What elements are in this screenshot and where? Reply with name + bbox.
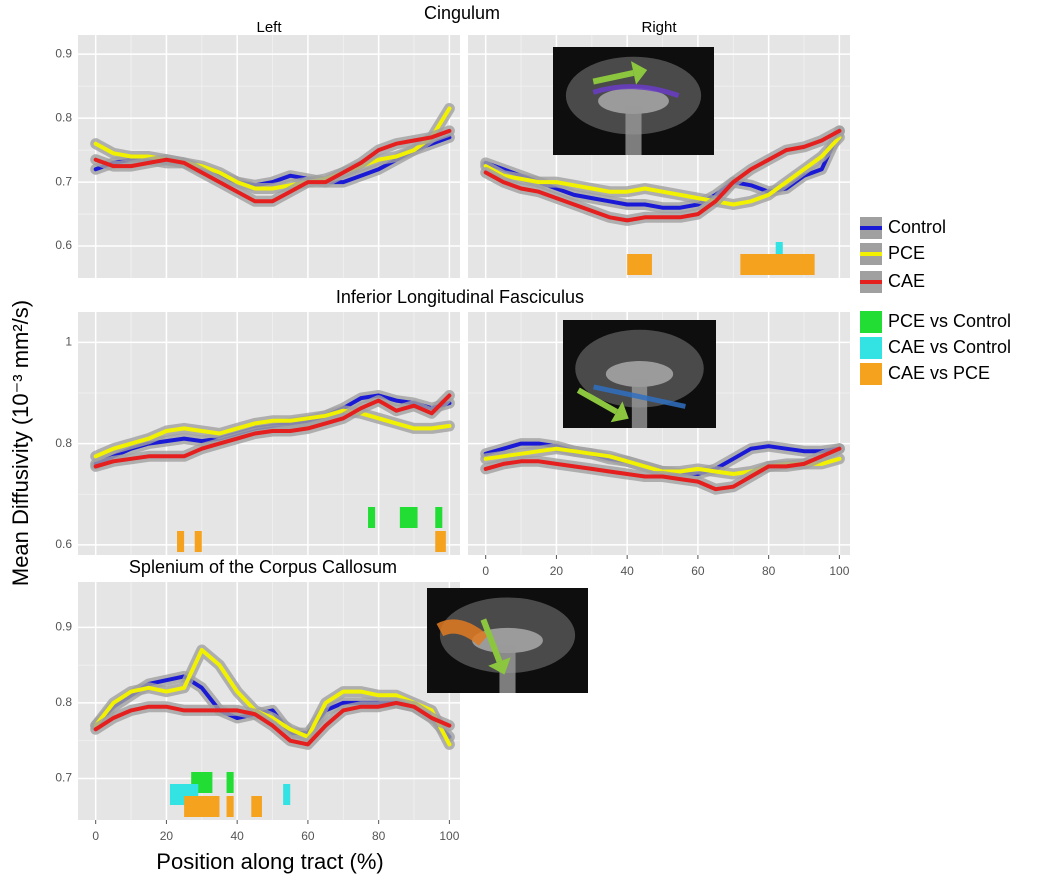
x-tick-label: 40 xyxy=(230,829,244,843)
legend-label: CAE vs Control xyxy=(888,337,1011,357)
series-line xyxy=(93,393,452,469)
y-axis-label: Mean Diffusivity (10⁻³ mm²/s) xyxy=(8,300,33,586)
significance-bar xyxy=(435,531,446,552)
x-tick-label: 80 xyxy=(372,829,386,843)
x-tick-label: 60 xyxy=(691,564,705,578)
y-tick-label: 0.7 xyxy=(55,174,72,188)
row-title: Splenium of the Corpus Callosum xyxy=(129,557,397,577)
x-tick-label: 0 xyxy=(92,829,99,843)
y-tick-label: 0.8 xyxy=(55,110,72,124)
x-tick-label: 100 xyxy=(439,829,459,843)
significance-bar xyxy=(627,254,652,275)
y-tick-label: 0.9 xyxy=(55,46,72,60)
series-line xyxy=(483,128,842,223)
significance-bar xyxy=(368,507,376,528)
significance-bar xyxy=(184,796,220,817)
x-tick-label: 40 xyxy=(620,564,634,578)
significance-bar xyxy=(775,242,783,263)
series-line xyxy=(93,700,452,747)
y-tick-label: 0.8 xyxy=(55,695,72,709)
significance-bar xyxy=(435,507,443,528)
x-tick-label: 80 xyxy=(762,564,776,578)
inset-stem xyxy=(625,106,642,155)
series-line xyxy=(483,135,842,207)
legend-key xyxy=(860,363,882,385)
inset-tract xyxy=(593,384,686,409)
y-tick-label: 0.8 xyxy=(55,436,72,450)
inset-tract xyxy=(436,619,488,646)
legend-key xyxy=(860,311,882,333)
series-line xyxy=(483,446,842,492)
significance-bar xyxy=(283,784,291,805)
inset-arrow-head xyxy=(488,657,511,675)
y-tick-label: 0.6 xyxy=(55,537,72,551)
significance-bar xyxy=(399,507,418,528)
x-tick-label: 20 xyxy=(160,829,174,843)
legend-key xyxy=(860,337,882,359)
legend-label: PCE xyxy=(888,243,925,263)
significance-bar xyxy=(740,254,815,275)
inset-arrow xyxy=(576,387,619,415)
panel-label: Right xyxy=(641,19,677,36)
inset-brain-core xyxy=(605,361,674,387)
significance-bar xyxy=(194,531,202,552)
x-axis-label: Position along tract (%) xyxy=(156,849,383,874)
panel-label: Left xyxy=(256,19,282,36)
inset-stem xyxy=(631,379,648,428)
significance-bar xyxy=(226,796,234,817)
inset-arrow-head xyxy=(630,61,648,85)
inset-tract xyxy=(592,84,680,98)
series-line xyxy=(93,128,452,204)
inset-brain-core xyxy=(598,88,669,114)
legend-label: PCE vs Control xyxy=(888,311,1011,331)
significance-bar xyxy=(226,772,234,793)
significance-bar xyxy=(251,796,262,817)
significance-bar xyxy=(177,531,185,552)
legend-label: Control xyxy=(888,217,946,237)
inset-stem xyxy=(499,645,516,693)
row-title: Inferior Longitudinal Fasciculus xyxy=(336,287,584,307)
x-tick-label: 60 xyxy=(301,829,315,843)
legend-label: CAE vs PCE xyxy=(888,363,990,383)
y-tick-label: 0.6 xyxy=(55,238,72,252)
y-tick-label: 0.9 xyxy=(55,620,72,634)
inset-arrow xyxy=(480,618,503,663)
series-line xyxy=(93,408,452,459)
legend-label: CAE xyxy=(888,271,925,291)
x-tick-label: 0 xyxy=(482,564,489,578)
inset-arrow-head xyxy=(610,401,629,423)
x-tick-label: 20 xyxy=(550,564,564,578)
x-tick-label: 100 xyxy=(829,564,849,578)
y-tick-label: 0.7 xyxy=(55,771,72,785)
y-tick-label: 1 xyxy=(65,335,72,349)
row-title: Cingulum xyxy=(424,3,500,23)
series-line xyxy=(93,648,452,747)
inset-arrow xyxy=(592,69,635,85)
